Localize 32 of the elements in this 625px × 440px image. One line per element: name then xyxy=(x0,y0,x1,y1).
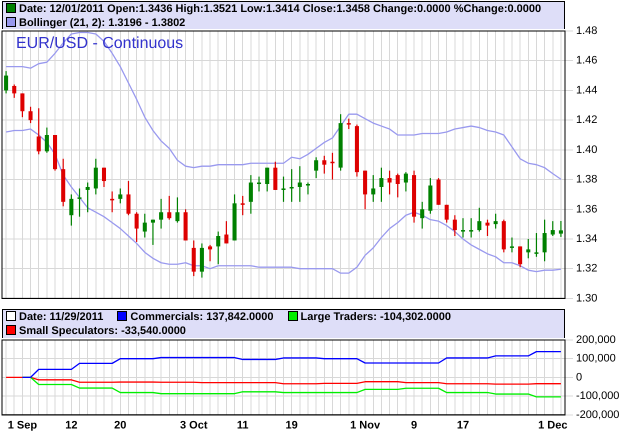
y-tick-label: 1.38 xyxy=(576,174,598,186)
x-tick-label: 19 xyxy=(286,419,298,432)
y-tick-label: -200,000 xyxy=(576,408,620,421)
x-tick-label: 12 xyxy=(65,419,78,432)
y-tick-label: 0 xyxy=(576,371,582,384)
y-tick-label: 100,000 xyxy=(576,352,616,365)
legend-title: Date: 12/01/2011 Open:1.3436 High:1.3521 Low:1.3414 Close:1.3458 Change:0.0000 %Change:0.0000 xyxy=(19,3,542,15)
y-tick-label: 1.40 xyxy=(576,144,598,156)
y-tick-label: 200,000 xyxy=(576,334,616,346)
legend-label: Bollinger (21, 2): 1.3196 - 1.3802 xyxy=(19,17,186,29)
y-tick-label: 1.36 xyxy=(576,203,598,216)
x-tick-label: 17 xyxy=(456,419,470,432)
y-tick-label: -100,000 xyxy=(576,390,620,402)
x-tick-label: 9 xyxy=(410,419,418,432)
x-tick-label: 11 xyxy=(236,419,249,432)
legend-label: Commercials: 137,842.0000 xyxy=(130,311,274,323)
x-tick-label: 1 Sep xyxy=(8,419,38,432)
x-tick-label: 1 Dec xyxy=(538,419,568,432)
legend-label: Small Speculators: -33,540.0000 xyxy=(19,325,186,337)
legend-title: Date: 11/29/2011 xyxy=(19,311,104,323)
y-tick-label: 1.46 xyxy=(576,54,598,67)
legend-label: Large Traders: -104,302.0000 xyxy=(300,311,451,323)
x-tick-label: 3 Oct xyxy=(180,419,208,432)
y-tick-label: 1.30 xyxy=(576,292,598,304)
y-tick-label: 1.32 xyxy=(576,262,598,275)
y-tick-label: 1.44 xyxy=(576,84,598,96)
y-tick-label: 1.48 xyxy=(576,25,598,38)
y-tick-label: 1.42 xyxy=(576,114,598,126)
y-tick-label: 1.34 xyxy=(576,233,598,246)
x-tick-label: 20 xyxy=(114,419,126,432)
x-tick-label: 1 Nov xyxy=(350,419,381,432)
chart-title: EUR/USD - Continuous xyxy=(16,35,184,53)
